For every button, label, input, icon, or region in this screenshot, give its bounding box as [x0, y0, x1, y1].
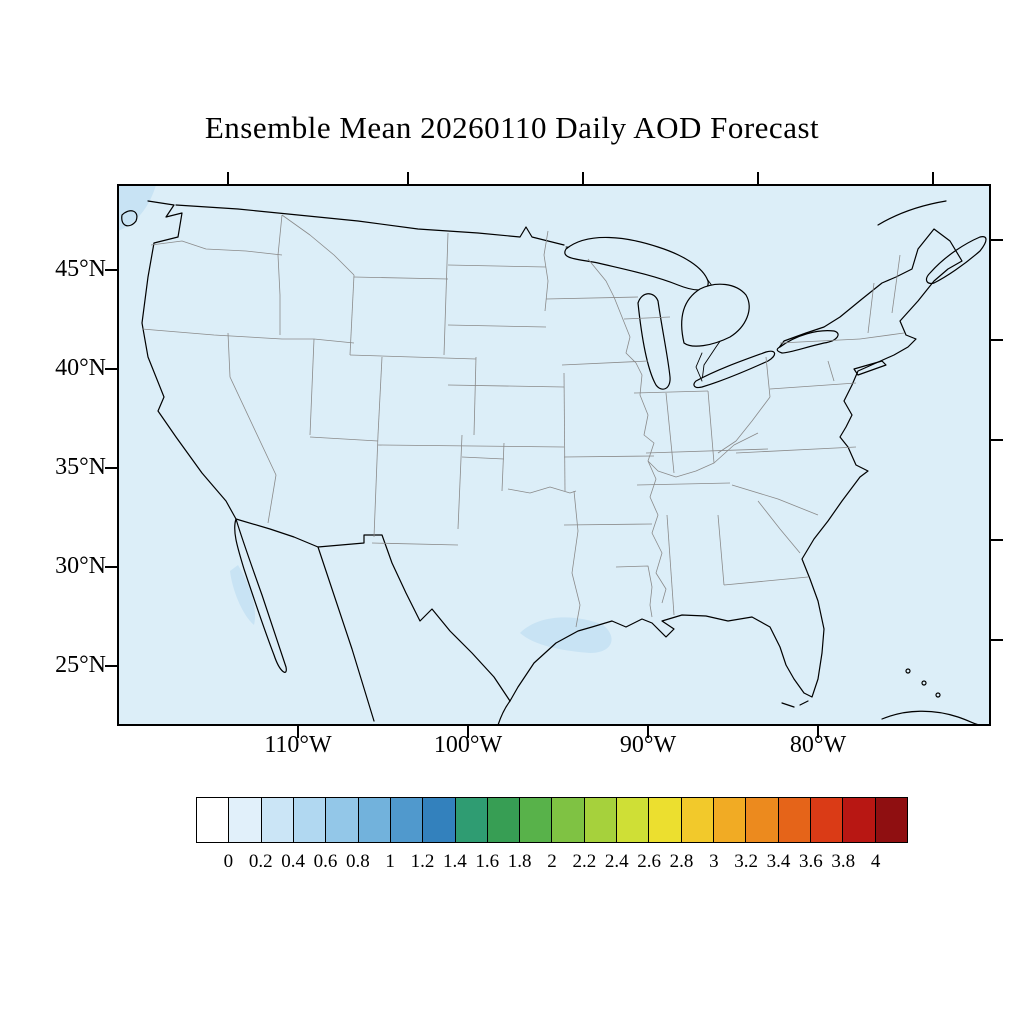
colorbar-cell — [325, 798, 358, 842]
florida-keys — [781, 700, 809, 708]
colorbar-cell — [454, 798, 487, 842]
aod-patch-texas-coast — [520, 617, 612, 653]
lat-tick-label: 35°N — [55, 454, 106, 480]
colorbar-tick-label: 1.8 — [507, 851, 532, 872]
colorbar-cell — [874, 798, 907, 842]
colorbar-cell — [680, 798, 713, 842]
colorbar-cell — [713, 798, 746, 842]
nova-scotia — [925, 236, 987, 284]
colorbar-tick-label: 3.6 — [799, 851, 823, 872]
colorbar-cell — [842, 798, 875, 842]
mexico-gulf-coast — [497, 700, 511, 726]
colorbar-cell — [519, 798, 552, 842]
colorbar-cell — [809, 798, 843, 842]
gulf-of-st-lawrence-coast — [877, 200, 947, 226]
lon-tick-label: 110°W — [264, 732, 332, 758]
colorbar-cell — [486, 798, 520, 842]
us-outline — [141, 200, 963, 702]
aod-patch-baja-coast — [230, 565, 256, 625]
colorbar-tick-label: 2.6 — [637, 851, 661, 872]
colorbar-tick-label: 1.2 — [410, 851, 435, 872]
colorbar-tick-label: 3 — [709, 851, 719, 872]
colorbar-cell — [389, 798, 423, 842]
cuba-coast — [881, 710, 981, 726]
colorbar-cell — [292, 798, 326, 842]
lon-tick-label: 90°W — [619, 732, 677, 758]
colorbar-tick-label: 3.4 — [766, 851, 791, 872]
lake-huron — [681, 283, 750, 347]
colorbar-tick-label: 3.2 — [734, 851, 759, 872]
lake-michigan — [637, 293, 671, 390]
colorbar-cell — [228, 798, 261, 842]
lat-tick-label: 45°N — [55, 256, 106, 282]
coastline-layer — [121, 200, 987, 726]
vancouver-island — [121, 210, 138, 227]
gulf-of-california-coast — [317, 546, 375, 722]
colorbar-cell — [260, 798, 293, 842]
canada-border-west — [175, 204, 565, 246]
lon-tick-label: 80°W — [789, 732, 847, 758]
lat-tick-label: 40°N — [55, 355, 106, 381]
colorbar-cell — [777, 798, 810, 842]
colorbar-tick-label: 1.4 — [443, 851, 467, 872]
bahamas-island — [935, 692, 941, 698]
bahamas-island — [921, 680, 927, 686]
colorbar-tick-label: 0.6 — [313, 851, 338, 872]
axis-ticks — [105, 172, 1003, 738]
great-lakes — [564, 236, 839, 390]
colorbar-tick-label: 0 — [223, 851, 234, 872]
colorbar-cell — [357, 798, 390, 842]
lat-tick-label: 25°N — [55, 652, 106, 678]
baja-california — [234, 518, 287, 673]
colorbar-tick-label: 1.6 — [475, 851, 500, 872]
colorbar-cell — [551, 798, 584, 842]
colorbar — [196, 797, 908, 843]
colorbar-tick-labels: 0 0.2 0.4 0.6 0.8 1 1.2 1.4 1.6 1.8 2 2.2 2.4 2.6 2.8 3… — [196, 851, 908, 875]
st-clair-river — [695, 352, 703, 382]
long-island — [853, 360, 887, 376]
lat-tick-label: 30°N — [55, 553, 106, 579]
colorbar-tick-label: 0.4 — [281, 851, 305, 872]
aod-patch-layer — [118, 185, 612, 653]
colorbar-tick-label: 2.8 — [669, 851, 694, 872]
colorbar-cell — [197, 798, 229, 842]
colorbar-tick-label: 1 — [385, 851, 395, 872]
aod-patch-northwest-corner — [118, 185, 156, 231]
map-frame — [117, 184, 991, 726]
colorbar-tick-label: 3.8 — [831, 851, 856, 872]
colorbar-tick-label: 2 — [547, 851, 557, 872]
colorbar-tick-label: 4 — [870, 851, 881, 872]
colorbar-cell — [422, 798, 455, 842]
lon-tick-label: 100°W — [433, 732, 503, 758]
colorbar-tick-label: 2.4 — [604, 851, 629, 872]
colorbar-cell — [745, 798, 778, 842]
map-canvas — [105, 172, 1003, 738]
colorbar-tick-label: 0.8 — [345, 851, 370, 872]
lake-erie — [693, 350, 776, 389]
map-panel — [100, 167, 1008, 763]
bahamas-island — [905, 668, 911, 674]
colorbar-cell — [583, 798, 617, 842]
colorbar-tick-label: 0.2 — [248, 851, 273, 872]
state-border-layer — [141, 214, 905, 628]
plot-title: Ensemble Mean 20260110 Daily AOD Forecas… — [204, 110, 820, 145]
colorbar-cell — [648, 798, 681, 842]
colorbar-tick-label: 2.2 — [572, 851, 597, 872]
colorbar-cell — [616, 798, 649, 842]
